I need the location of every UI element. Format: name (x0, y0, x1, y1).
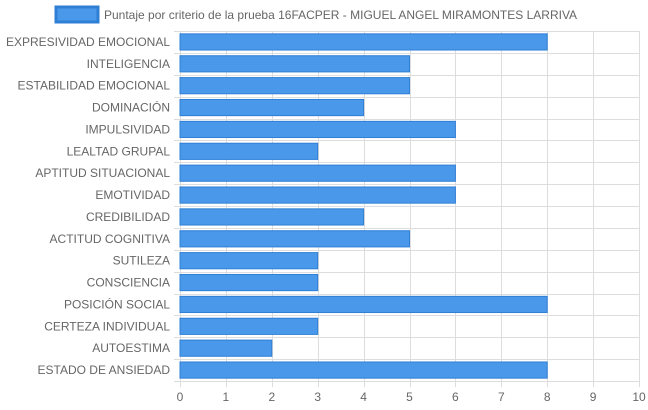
bar[interactable] (179, 317, 319, 335)
bar[interactable] (179, 295, 548, 314)
bar[interactable] (179, 120, 456, 139)
bar[interactable] (179, 273, 319, 292)
x-tick-label: 7 (498, 390, 505, 404)
legend[interactable]: Puntaje por criterio de la prueba 16FACP… (54, 5, 577, 24)
grid-lines (174, 31, 640, 387)
category-label: CONSCIENCIA (87, 276, 170, 290)
category-label: CREDIBILIDAD (86, 210, 170, 224)
category-label: CERTEZA INDIVIDUAL (44, 319, 170, 333)
category-label: IMPULSIVIDAD (85, 122, 170, 136)
x-tick-label: 8 (544, 390, 551, 404)
legend-swatch (54, 5, 100, 24)
bar[interactable] (179, 230, 410, 248)
x-tick-label: 0 (177, 390, 184, 404)
category-label: POSICIÓN SOCIAL (64, 296, 170, 311)
legend-label: Puntaje por criterio de la prueba 16FACP… (104, 8, 577, 22)
x-tick-label: 5 (406, 390, 413, 404)
x-tick-label: 9 (590, 390, 597, 404)
bar[interactable] (179, 339, 273, 357)
bar[interactable] (179, 208, 365, 226)
bar[interactable] (179, 186, 456, 204)
x-tick-label: 6 (452, 390, 459, 404)
category-label: INTELIGENCIA (87, 57, 170, 71)
bar[interactable] (179, 77, 410, 95)
bar[interactable] (179, 142, 319, 160)
x-axis-tick-labels: 0 1 2 3 4 5 6 7 8 9 10 (177, 390, 646, 404)
category-labels: EXPRESIVIDAD EMOCIONAL INTELIGENCIA ESTABI… (6, 35, 170, 377)
category-label: EXPRESIVIDAD EMOCIONAL (6, 35, 170, 49)
category-label: SUTILEZA (113, 254, 170, 268)
bar[interactable] (179, 361, 548, 379)
category-label: AUTOESTIMA (92, 341, 170, 355)
category-label: ESTADO DE ANSIEDAD (38, 363, 171, 377)
category-label: APTITUD SITUACIONAL (35, 166, 170, 180)
x-tick-label: 10 (632, 390, 646, 404)
category-label: ACTITUD COGNITIVA (50, 232, 170, 246)
category-label: LEALTAD GRUPAL (67, 144, 171, 158)
x-tick-label: 4 (360, 390, 367, 404)
category-label: DOMINACIÓN (92, 100, 170, 115)
x-tick-label: 1 (223, 390, 230, 404)
bar[interactable] (179, 252, 319, 270)
bar[interactable] (179, 55, 410, 73)
category-label: EMOTIVIDAD (95, 188, 170, 202)
x-tick-label: 2 (268, 390, 275, 404)
x-tick-label: 3 (314, 390, 321, 404)
category-label: ESTABILIDAD EMOCIONAL (18, 79, 171, 93)
bar[interactable] (179, 98, 365, 117)
bars (179, 33, 548, 379)
bar[interactable] (179, 164, 456, 182)
bar[interactable] (179, 33, 548, 51)
